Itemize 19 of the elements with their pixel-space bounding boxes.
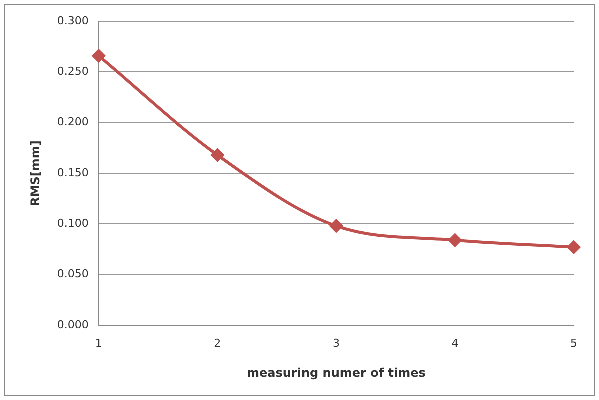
point xyxy=(568,240,580,254)
y-tick-label: 0.250 xyxy=(57,65,89,78)
y-axis-title: RMS[mm] xyxy=(28,140,42,206)
y-tick-label: 0.300 xyxy=(57,14,89,28)
y-tick-label: 0.050 xyxy=(57,268,89,281)
point xyxy=(211,148,224,162)
point xyxy=(92,50,106,63)
x-tick-label: 4 xyxy=(452,336,459,350)
x-axis-title: measuring numer of times xyxy=(247,366,426,380)
y-tick-label: 0.100 xyxy=(57,216,89,230)
x-tick-label: 1 xyxy=(95,336,102,350)
y-tick-label: 0.000 xyxy=(57,318,89,332)
point xyxy=(330,220,343,233)
x-tick-label: 5 xyxy=(570,336,578,350)
x-tick-label: 3 xyxy=(332,336,340,350)
point xyxy=(448,234,462,247)
x-tick-label: 2 xyxy=(214,336,222,350)
y-tick-label: 0.200 xyxy=(57,116,89,129)
y-tick-label: 0.150 xyxy=(57,166,89,180)
